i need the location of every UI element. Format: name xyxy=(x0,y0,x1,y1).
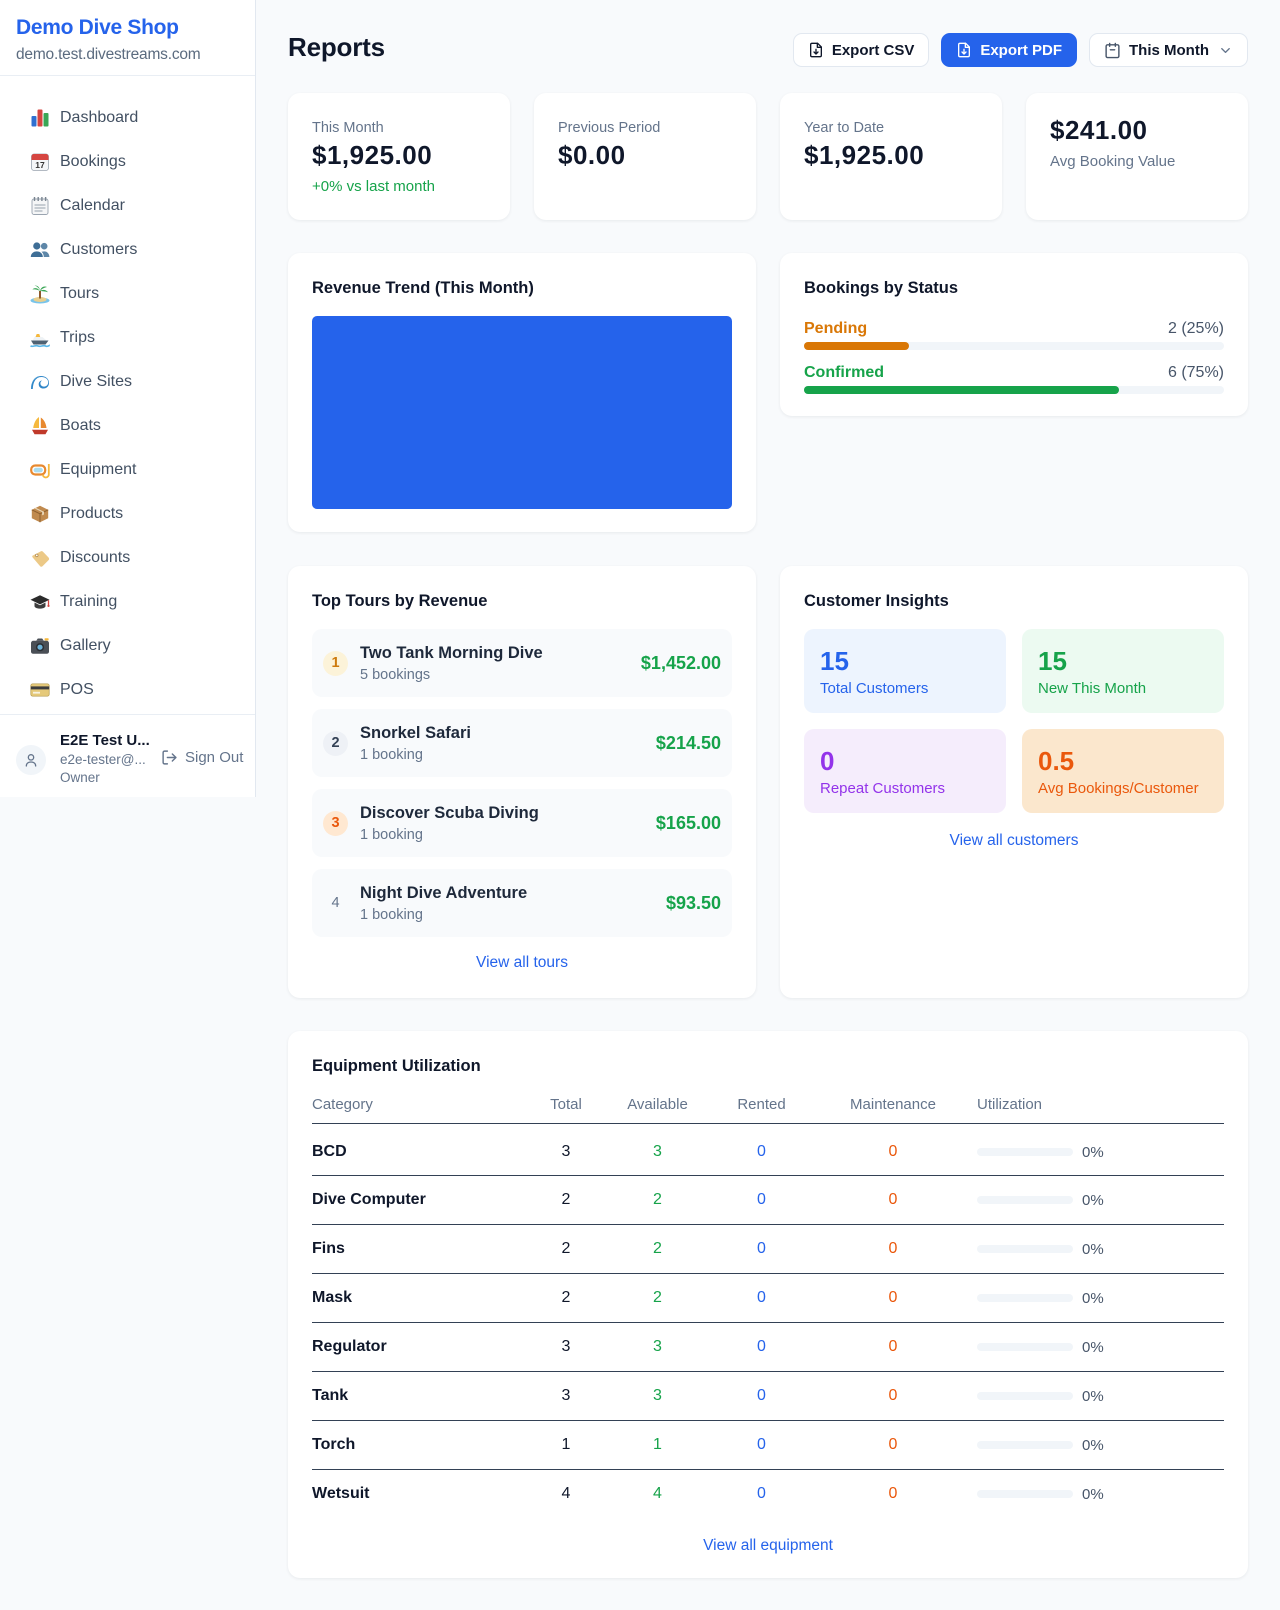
svg-text:17: 17 xyxy=(35,160,45,170)
